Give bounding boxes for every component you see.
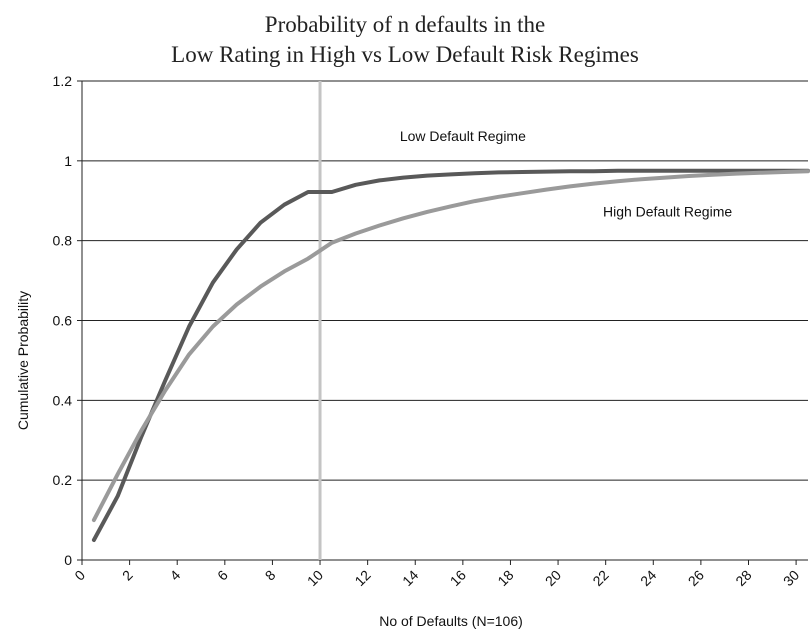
- series-line-high-default-regime: [91, 169, 810, 523]
- y-tick-label: 0.4: [53, 392, 73, 408]
- y-tick-label: 0.8: [53, 233, 73, 249]
- chart-title-line-1: Probability of n defaults in the: [264, 12, 546, 37]
- chart-title-line-2: Low Rating in High vs Low Default Risk R…: [171, 42, 639, 67]
- annotation-low-default-regime: Low Default Regime: [400, 128, 526, 144]
- x-tick-label: 22: [589, 567, 611, 589]
- y-tick-label: 0.6: [53, 313, 73, 329]
- x-tick-label: 8: [262, 567, 279, 584]
- x-tick-label: 2: [119, 567, 136, 584]
- x-tick-label: 24: [637, 567, 659, 589]
- x-tick-label: 18: [494, 567, 516, 589]
- y-axis-title: Cumulative Probability: [15, 291, 31, 430]
- x-tick-label: 10: [304, 567, 326, 589]
- x-tick-label: 14: [399, 567, 421, 589]
- y-tick-label: 0.2: [53, 472, 73, 488]
- series-line-low-default-regime: [91, 168, 810, 542]
- x-tick-label: 26: [685, 567, 707, 589]
- x-tick-label: 30: [780, 567, 802, 589]
- x-axis-title: No of Defaults (N=106): [379, 613, 523, 629]
- y-tick-label: 1: [64, 153, 72, 169]
- y-tick-label: 0: [64, 552, 72, 568]
- x-tick-label: 16: [447, 567, 469, 589]
- x-tick-label: 6: [214, 567, 231, 584]
- x-tick-label: 0: [71, 567, 88, 584]
- x-tick-label: 20: [542, 567, 564, 589]
- x-tick-label: 4: [167, 567, 184, 584]
- x-tick-label: 12: [351, 567, 373, 589]
- x-tick-label: 28: [732, 567, 754, 589]
- y-tick-label: 1.2: [53, 73, 73, 89]
- annotation-high-default-regime: High Default Regime: [603, 204, 732, 220]
